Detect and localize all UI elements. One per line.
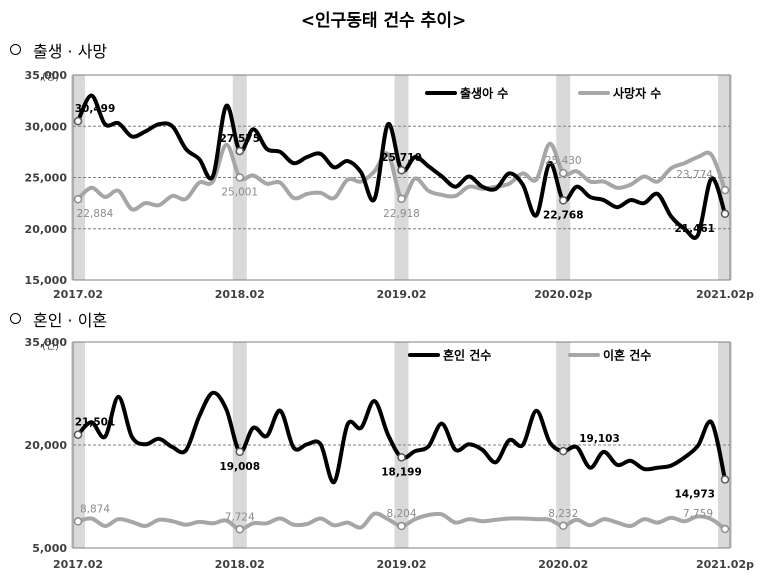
x-tick-label: 2017.02	[53, 288, 103, 300]
y-tick-label: 20,000	[25, 223, 68, 236]
data-point	[235, 447, 244, 457]
y-tick-label: 35,000	[25, 336, 68, 349]
plot-frame	[72, 74, 731, 281]
data-label: 22,768	[543, 209, 584, 221]
data-label: 25,710	[381, 152, 422, 164]
data-label: 22,884	[77, 208, 114, 220]
x-tick-label: 2019.02	[376, 558, 426, 571]
bullet-circle-icon	[10, 313, 21, 324]
data-point	[559, 521, 568, 531]
data-point	[720, 209, 730, 219]
page-title: <인구동태 건수 추이>	[300, 11, 467, 31]
legend-label: 이혼 건수	[603, 348, 651, 363]
data-label: 7,724	[225, 511, 255, 523]
data-point	[559, 446, 568, 456]
y-unit-label: (명)	[42, 71, 59, 83]
data-point	[559, 168, 568, 178]
data-point	[73, 430, 83, 439]
y-tick-label: 15,000	[25, 274, 68, 287]
data-label: 25,001	[221, 186, 258, 198]
y-unit-label: (건)	[42, 340, 59, 352]
section-title-text: 혼인 · 이혼	[33, 311, 108, 330]
data-point	[73, 116, 83, 126]
data-label: 21,461	[674, 223, 715, 235]
data-label: 27,575	[219, 133, 260, 145]
legend-label: 출생아 수	[460, 86, 508, 101]
data-point	[397, 194, 406, 204]
data-point	[73, 517, 83, 526]
data-point	[397, 165, 406, 175]
data-point	[397, 453, 406, 462]
x-tick-label: 2020.02	[538, 558, 588, 571]
data-label: 23,774	[676, 169, 713, 181]
data-point	[559, 196, 568, 205]
data-point	[397, 521, 406, 531]
section-title-text: 출생 · 사망	[33, 42, 108, 61]
data-label: 30,499	[75, 103, 116, 115]
x-tick-label: 2018.02	[215, 288, 265, 300]
y-tick-label: 35,000	[25, 69, 68, 82]
section-title-birth-death: 출생 · 사망	[10, 38, 107, 62]
x-tick-label: 2018.02	[215, 558, 265, 571]
data-label: 8,232	[548, 508, 578, 520]
bullet-circle-icon	[10, 44, 21, 55]
data-label: 14,973	[674, 489, 715, 501]
data-point	[720, 185, 730, 195]
data-point	[235, 525, 244, 534]
data-label: 21,501	[75, 417, 116, 429]
data-label: 18,199	[381, 466, 422, 478]
data-point	[720, 524, 730, 534]
x-tick-label: 2021.02p	[696, 288, 754, 300]
x-tick-label: 2021.02p	[696, 558, 754, 571]
plot-frame	[72, 341, 731, 549]
data-label: 8,204	[386, 508, 416, 520]
x-tick-label: 2017.02	[53, 558, 103, 571]
y-tick-label: 20,000	[25, 439, 68, 452]
data-point	[235, 173, 244, 182]
y-tick-label: 30,000	[25, 120, 68, 133]
section-title-marriage-divorce: 혼인 · 이혼	[10, 307, 107, 331]
x-tick-label: 2019.02	[376, 288, 426, 300]
data-label: 19,008	[219, 461, 260, 473]
legend-label: 혼인 건수	[443, 348, 491, 363]
legend-label: 사망자 수	[613, 86, 661, 101]
y-tick-label: 5,000	[32, 542, 67, 555]
y-tick-label: 25,000	[25, 172, 68, 185]
data-point	[235, 146, 244, 156]
data-label: 8,874	[80, 503, 110, 515]
data-point	[720, 475, 730, 484]
data-label: 7,759	[683, 508, 713, 520]
data-point	[73, 194, 83, 204]
data-label: 25,430	[545, 155, 582, 167]
data-label: 22,918	[383, 208, 420, 220]
data-label: 19,103	[579, 433, 620, 445]
chart-birth-death: 15,000 20,000 25,000 30,000 35,000(명) 2017.02…	[25, 69, 755, 300]
highlight-band	[394, 342, 409, 548]
x-tick-label: 2020.02p	[534, 288, 592, 300]
